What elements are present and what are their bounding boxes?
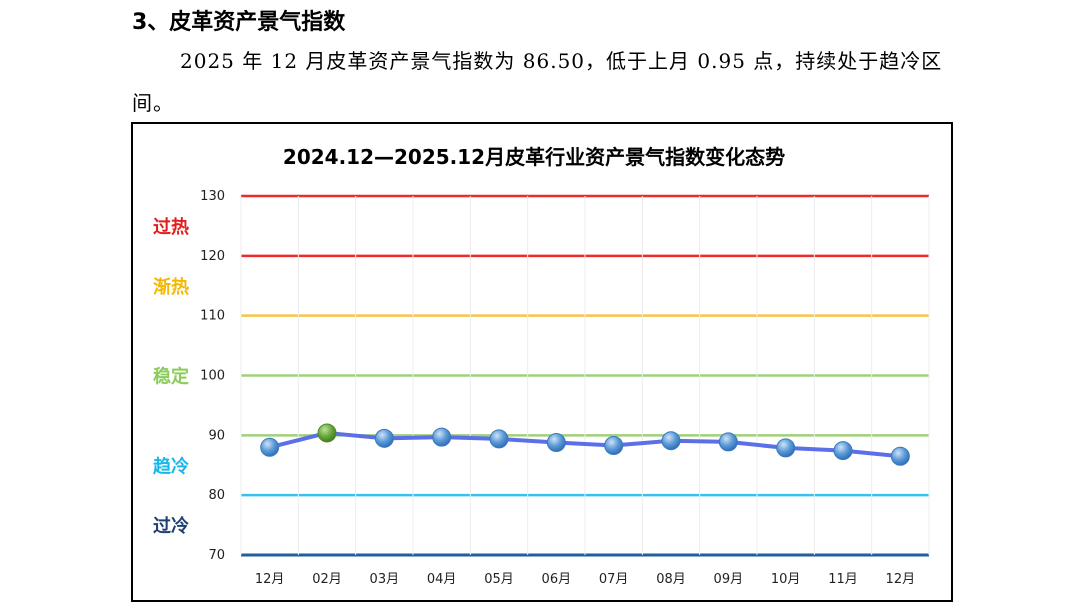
zone-label: 渐热: [153, 276, 189, 298]
data-point: [833, 441, 853, 461]
data-point: [776, 438, 796, 458]
zone-label: 趋冷: [153, 455, 189, 477]
x-tick-label: 09月: [714, 572, 744, 587]
x-tick-label: 06月: [542, 572, 572, 587]
x-tick-label: 10月: [771, 572, 801, 587]
zone-label: 稳定: [153, 366, 189, 388]
series-line: [267, 430, 903, 459]
y-tick-label: 130: [200, 189, 225, 204]
x-tick-label: 03月: [370, 572, 400, 587]
y-tick-label: 80: [208, 488, 225, 503]
chart-container: 2024.12—2025.12月皮革行业资产景气指数变化态势 70 80 90 100…: [131, 122, 953, 602]
data-point: [890, 446, 910, 466]
y-tick-label: 70: [208, 548, 225, 563]
chart-title: 2024.12—2025.12月皮革行业资产景气指数变化态势: [283, 145, 785, 169]
y-tick-label: 100: [200, 369, 225, 384]
y-tick-label: 120: [200, 249, 225, 264]
data-point: [661, 431, 681, 451]
y-tick-label: 90: [208, 428, 225, 443]
data-point: [718, 432, 738, 452]
data-point: [546, 433, 566, 453]
x-tick-label: 08月: [656, 572, 686, 587]
x-tick-label: 07月: [599, 572, 629, 587]
data-point: [432, 427, 452, 447]
x-tick-label: 04月: [427, 572, 457, 587]
y-tick-label: 110: [200, 309, 225, 324]
x-tick-label: 12月: [255, 572, 285, 587]
data-point: [604, 436, 624, 456]
data-point: [260, 437, 280, 457]
summary-paragraph: 2025 年 12 月皮革资产景气指数为 86.50，低于上月 0.95 点，持…: [132, 49, 943, 115]
data-point: [317, 423, 337, 443]
x-tick-label: 02月: [312, 572, 342, 587]
data-point: [489, 429, 509, 449]
zone-label: 过热: [153, 216, 189, 238]
zone-label: 过冷: [153, 515, 189, 537]
data-point: [374, 428, 394, 448]
x-tick-label: 05月: [484, 572, 514, 587]
x-tick-label: 11月: [828, 572, 858, 587]
x-tick-label: 12月: [886, 572, 916, 587]
section-heading: 3、皮革资产景气指数: [132, 10, 346, 35]
line-chart: 2024.12—2025.12月皮革行业资产景气指数变化态势 70 80 90 100…: [153, 145, 930, 587]
